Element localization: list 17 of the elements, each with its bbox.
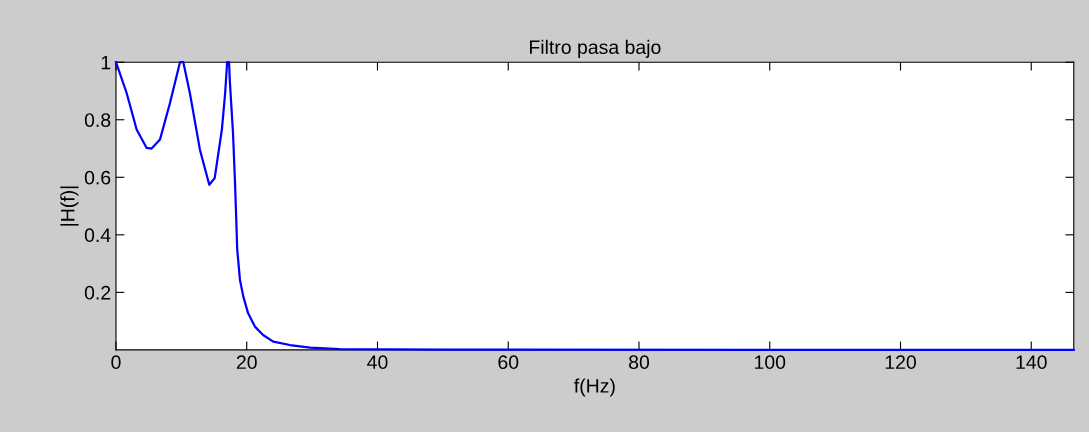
x-tick-label: 80 [629, 355, 650, 370]
y-tick-label: 0.8 [84, 113, 111, 127]
x-tick-label: 40 [367, 355, 388, 370]
chart-title: Filtro pasa bajo [530, 39, 661, 58]
y-tick-label: 1 [101, 55, 111, 70]
line-series [114, 61, 1075, 352]
x-tick-label: 20 [236, 355, 257, 370]
y-tick-label: 0.4 [84, 228, 111, 243]
x-tick-label: 120 [885, 355, 916, 370]
y-axis-title: |H(f)| [60, 186, 79, 226]
x-tick-label: 0 [111, 355, 121, 370]
x-axis-title: f(Hz) [574, 378, 615, 397]
x-tick-label: 100 [755, 355, 786, 370]
x-tick-label: 140 [1016, 355, 1047, 370]
y-tick-label: 0.2 [84, 285, 111, 300]
y-tick-label: 0.6 [84, 170, 111, 185]
x-tick-label: 60 [498, 355, 519, 370]
